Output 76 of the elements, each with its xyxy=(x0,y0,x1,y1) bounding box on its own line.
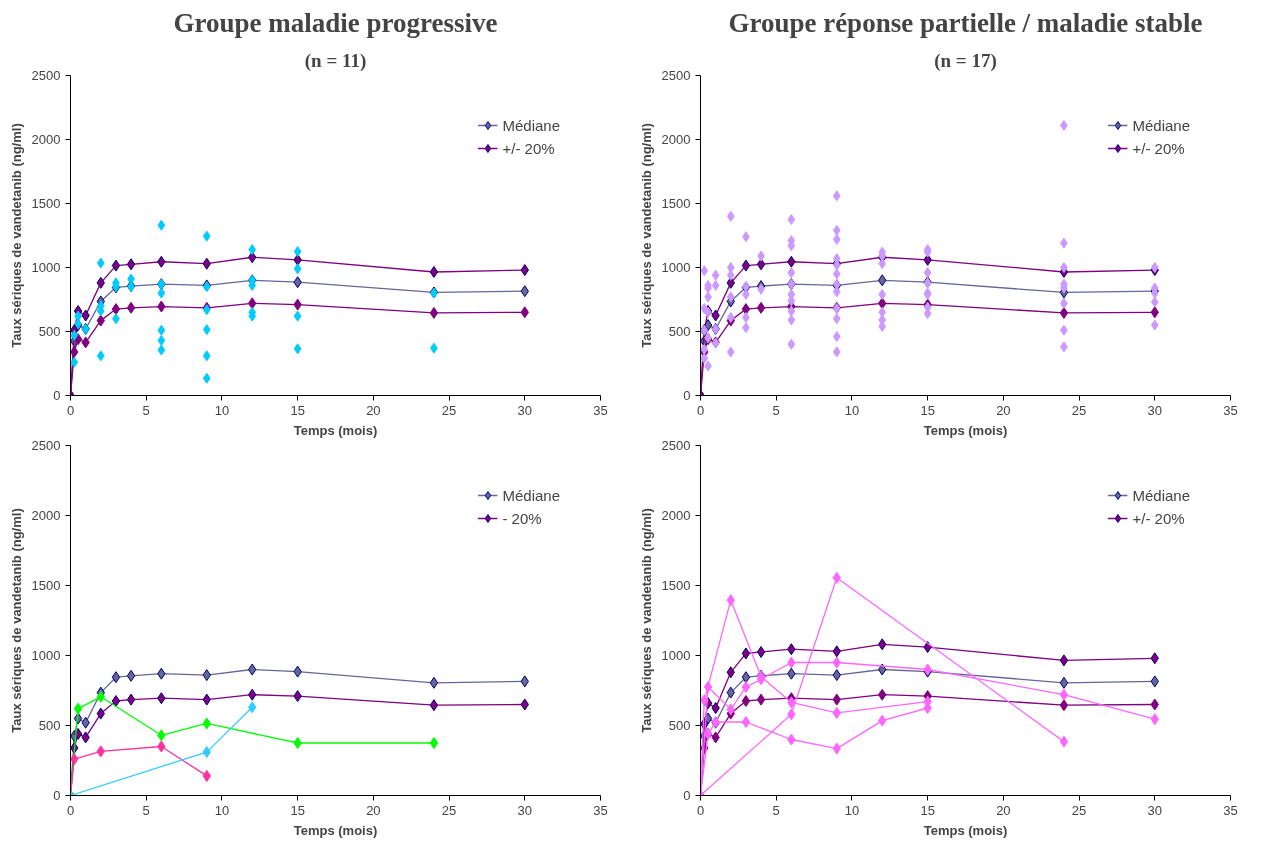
x-tick-label: 30 xyxy=(517,802,533,818)
x-tick-label: 10 xyxy=(214,402,230,418)
x-axis-title: Temps (mois) xyxy=(293,822,378,838)
y-tick-label: 1000 xyxy=(31,648,61,663)
y-tick-label: 2000 xyxy=(661,132,691,147)
y-tick-label: 0 xyxy=(683,788,691,803)
x-tick-label: 20 xyxy=(366,402,381,418)
x-axis-title: Temps (mois) xyxy=(923,822,1008,838)
legend-label: - 20% xyxy=(502,509,542,527)
x-tick-label: 25 xyxy=(441,802,457,818)
y-tick-label: 2500 xyxy=(31,68,61,83)
x-tick-label: 10 xyxy=(214,802,230,818)
legend-label: Médiane xyxy=(502,486,560,504)
x-tick-label: 35 xyxy=(1223,402,1238,418)
y-tick-label: 1500 xyxy=(661,196,691,211)
x-tick-label: 10 xyxy=(844,402,860,418)
y-tick-label: 2500 xyxy=(661,68,691,83)
y-tick-label: 500 xyxy=(38,324,61,339)
y-tick-label: 0 xyxy=(683,388,691,403)
x-tick-label: 30 xyxy=(517,402,533,418)
y-tick-label: 2000 xyxy=(31,132,61,147)
chart-title: Groupe maladie progressive xyxy=(173,7,498,38)
legend-label: +/- 20% xyxy=(1132,139,1185,157)
legend-label: +/- 20% xyxy=(502,139,555,157)
legend-label: Médiane xyxy=(502,116,560,134)
x-tick-label: 25 xyxy=(1071,802,1087,818)
y-tick-label: 500 xyxy=(38,718,61,733)
x-tick-label: 15 xyxy=(290,402,305,418)
x-tick-label: 15 xyxy=(920,802,935,818)
legend-label: Médiane xyxy=(1132,486,1190,504)
x-tick-label: 5 xyxy=(142,402,150,418)
x-tick-label: 5 xyxy=(772,402,780,418)
y-tick-label: 1000 xyxy=(31,260,61,275)
y-axis-title: Taux sériques de vandetanib (ng/ml) xyxy=(8,508,24,733)
x-tick-label: 0 xyxy=(696,402,705,418)
y-tick-label: 0 xyxy=(53,388,61,403)
x-tick-label: 15 xyxy=(290,802,305,818)
y-axis-title: Taux sériques de vandetanib (ng/ml) xyxy=(638,508,654,733)
x-tick-label: 5 xyxy=(142,802,150,818)
x-tick-label: 10 xyxy=(844,802,860,818)
y-tick-label: 500 xyxy=(668,324,691,339)
x-tick-label: 15 xyxy=(920,402,935,418)
y-tick-label: 2500 xyxy=(661,438,691,453)
y-tick-label: 2500 xyxy=(31,438,61,453)
y-tick-label: 2000 xyxy=(31,508,61,523)
x-tick-label: 20 xyxy=(996,802,1011,818)
y-tick-label: 1500 xyxy=(31,578,61,593)
x-tick-label: 25 xyxy=(441,402,457,418)
y-tick-label: 1000 xyxy=(661,260,691,275)
x-tick-label: 30 xyxy=(1147,402,1163,418)
x-tick-label: 0 xyxy=(66,402,75,418)
x-tick-label: 20 xyxy=(996,402,1011,418)
chart-subtitle: (n = 11) xyxy=(304,49,367,72)
x-tick-label: 20 xyxy=(366,802,381,818)
x-axis-title: Temps (mois) xyxy=(923,422,1008,438)
x-tick-label: 5 xyxy=(772,802,780,818)
y-tick-label: 1000 xyxy=(661,648,691,663)
x-tick-label: 35 xyxy=(593,802,608,818)
legend-label: Médiane xyxy=(1132,116,1190,134)
y-tick-label: 1500 xyxy=(31,196,61,211)
y-axis-title: Taux sériques de vandetanib (ng/ml) xyxy=(638,123,654,348)
y-tick-label: 2000 xyxy=(661,508,691,523)
chart-subtitle: (n = 17) xyxy=(934,49,997,72)
y-tick-label: 0 xyxy=(53,788,61,803)
chart-title: Groupe réponse partielle / maladie stable xyxy=(728,7,1203,38)
x-tick-label: 35 xyxy=(1223,802,1238,818)
x-tick-label: 0 xyxy=(696,802,705,818)
y-axis-title: Taux sériques de vandetanib (ng/ml) xyxy=(8,123,24,348)
y-tick-label: 500 xyxy=(668,718,691,733)
y-tick-label: 1500 xyxy=(661,578,691,593)
legend-label: +/- 20% xyxy=(1132,509,1185,527)
x-tick-label: 30 xyxy=(1147,802,1163,818)
x-tick-label: 35 xyxy=(593,402,608,418)
x-tick-label: 25 xyxy=(1071,402,1087,418)
x-axis-title: Temps (mois) xyxy=(293,422,378,438)
x-tick-label: 0 xyxy=(66,802,75,818)
